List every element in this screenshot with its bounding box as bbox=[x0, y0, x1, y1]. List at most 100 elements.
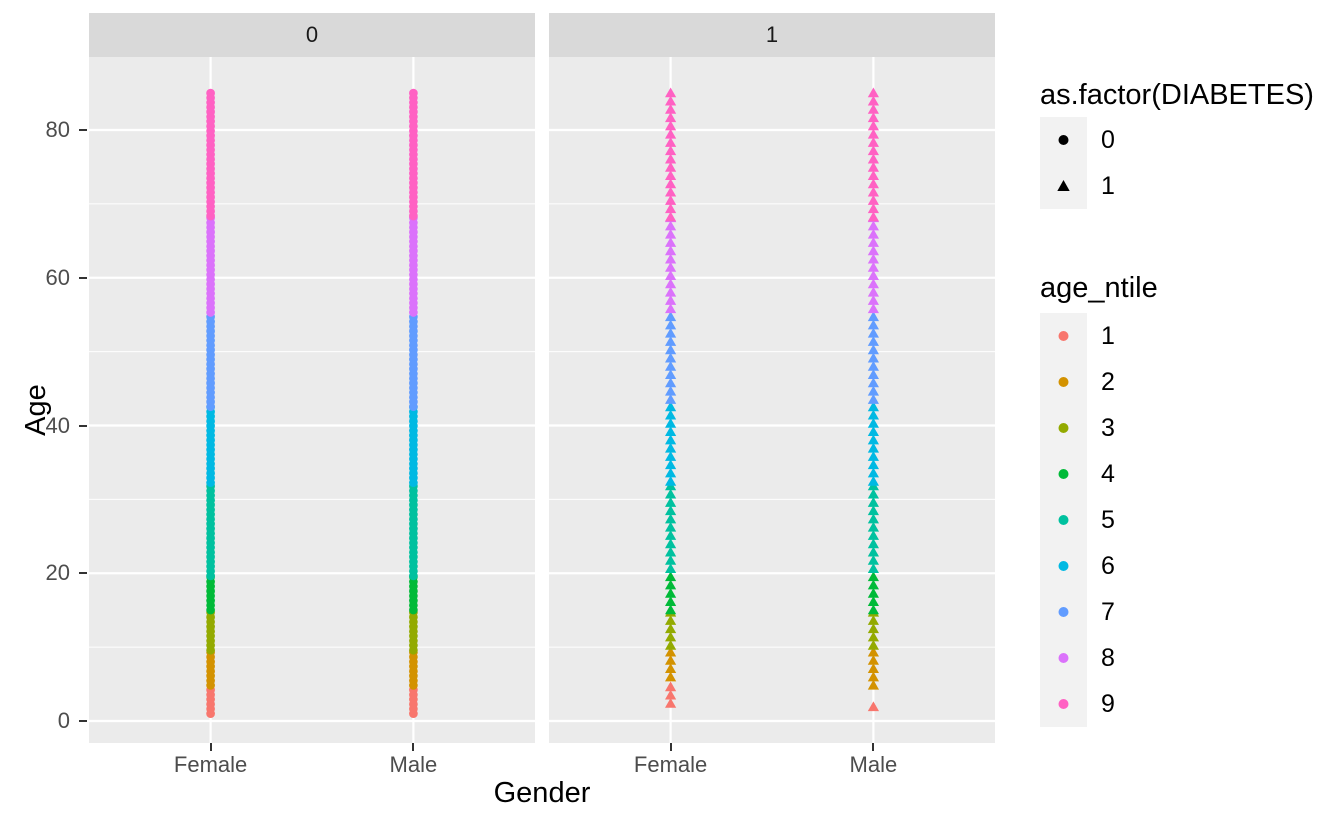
data-point bbox=[206, 605, 215, 615]
data-point bbox=[867, 623, 879, 634]
data-point bbox=[665, 327, 677, 338]
data-point bbox=[665, 459, 677, 470]
y-tick-label: 40 bbox=[45, 412, 70, 438]
data-point bbox=[867, 538, 879, 549]
data-point bbox=[867, 604, 879, 615]
x-tick-mark bbox=[872, 743, 875, 751]
data-point bbox=[867, 344, 879, 355]
data-point bbox=[665, 596, 677, 606]
facet-strip-label: 1 bbox=[765, 22, 779, 47]
data-point bbox=[665, 623, 677, 634]
data-point bbox=[665, 442, 677, 453]
x-tick-mark bbox=[669, 743, 672, 751]
legend-color-dot bbox=[1058, 377, 1069, 387]
data-point bbox=[867, 303, 879, 314]
data-point bbox=[867, 426, 879, 437]
data-point bbox=[665, 654, 677, 665]
data-point bbox=[867, 95, 879, 106]
legend-key-ntile-7 bbox=[1040, 589, 1087, 635]
facet-strip-1: 1 bbox=[549, 13, 995, 57]
data-point bbox=[665, 663, 677, 674]
data-point bbox=[867, 327, 879, 338]
data-point bbox=[867, 161, 879, 172]
data-point bbox=[867, 497, 879, 507]
data-point bbox=[867, 488, 879, 499]
data-point bbox=[665, 671, 677, 682]
data-point bbox=[867, 295, 879, 305]
data-point bbox=[867, 442, 879, 453]
data-point bbox=[206, 478, 215, 488]
x-axis-title: Gender bbox=[493, 777, 591, 809]
point-stack-0-female bbox=[206, 88, 215, 718]
y-tick-label: 80 bbox=[45, 117, 70, 142]
data-point bbox=[665, 344, 677, 355]
legend-item-label: 9 bbox=[1101, 690, 1115, 718]
data-point bbox=[867, 369, 879, 380]
data-point bbox=[665, 137, 677, 147]
data-point bbox=[867, 475, 879, 486]
data-point bbox=[867, 615, 879, 625]
x-tick-mark bbox=[412, 743, 415, 751]
data-point bbox=[665, 681, 677, 692]
data-point bbox=[665, 245, 677, 256]
legend-triangle-glyph bbox=[1057, 180, 1070, 191]
data-point bbox=[665, 104, 677, 114]
x-tick-label: Male bbox=[849, 752, 898, 777]
data-point bbox=[409, 402, 418, 412]
data-point bbox=[867, 220, 879, 231]
data-point bbox=[867, 253, 879, 264]
data-point bbox=[665, 401, 677, 412]
y-tick-label: 20 bbox=[45, 560, 70, 586]
data-point bbox=[867, 385, 879, 396]
data-point bbox=[665, 417, 677, 428]
data-point bbox=[867, 319, 879, 330]
data-point bbox=[867, 563, 879, 574]
data-point bbox=[665, 546, 677, 557]
data-point bbox=[867, 120, 879, 131]
data-point bbox=[867, 663, 879, 674]
data-point bbox=[665, 505, 677, 516]
data-point bbox=[409, 709, 418, 718]
legend-key-ntile-4 bbox=[1040, 451, 1087, 497]
data-point bbox=[867, 104, 879, 114]
data-point bbox=[665, 488, 677, 499]
data-point bbox=[665, 604, 677, 615]
data-point bbox=[665, 186, 677, 197]
legend-color-dot bbox=[1058, 607, 1069, 617]
data-point bbox=[665, 319, 677, 330]
data-point bbox=[206, 308, 215, 317]
facet-panel-1 bbox=[549, 57, 995, 743]
data-point bbox=[665, 497, 677, 507]
data-point bbox=[206, 645, 215, 655]
legend-item-label: 7 bbox=[1101, 598, 1115, 626]
legend-color-dot bbox=[1058, 561, 1069, 571]
data-point bbox=[665, 303, 677, 314]
data-point bbox=[665, 178, 677, 189]
legend-key-circle bbox=[1040, 117, 1087, 163]
legend-item-label: 2 bbox=[1101, 368, 1115, 396]
shape-legend-title: as.factor(DIABETES) bbox=[1040, 79, 1314, 111]
data-point bbox=[665, 112, 677, 123]
data-point bbox=[665, 646, 677, 657]
data-point bbox=[409, 308, 418, 317]
legend-color-dot bbox=[1058, 423, 1069, 433]
point-stack-1-female bbox=[665, 87, 677, 708]
data-point bbox=[665, 360, 677, 371]
facet-strip-label: 0 bbox=[305, 22, 319, 47]
legend-item-label: 1 bbox=[1101, 322, 1115, 350]
data-point bbox=[665, 563, 677, 574]
data-point bbox=[867, 679, 879, 690]
data-point bbox=[665, 145, 677, 156]
legend-item-label: 4 bbox=[1101, 460, 1115, 488]
data-point bbox=[665, 170, 677, 181]
data-point bbox=[665, 95, 677, 106]
legend-color-dot bbox=[1058, 699, 1069, 709]
data-point bbox=[867, 467, 879, 478]
data-point bbox=[409, 478, 418, 488]
data-point bbox=[665, 336, 677, 346]
data-point bbox=[665, 513, 677, 524]
data-point bbox=[867, 639, 879, 650]
data-point bbox=[665, 311, 677, 322]
data-point bbox=[665, 409, 677, 420]
